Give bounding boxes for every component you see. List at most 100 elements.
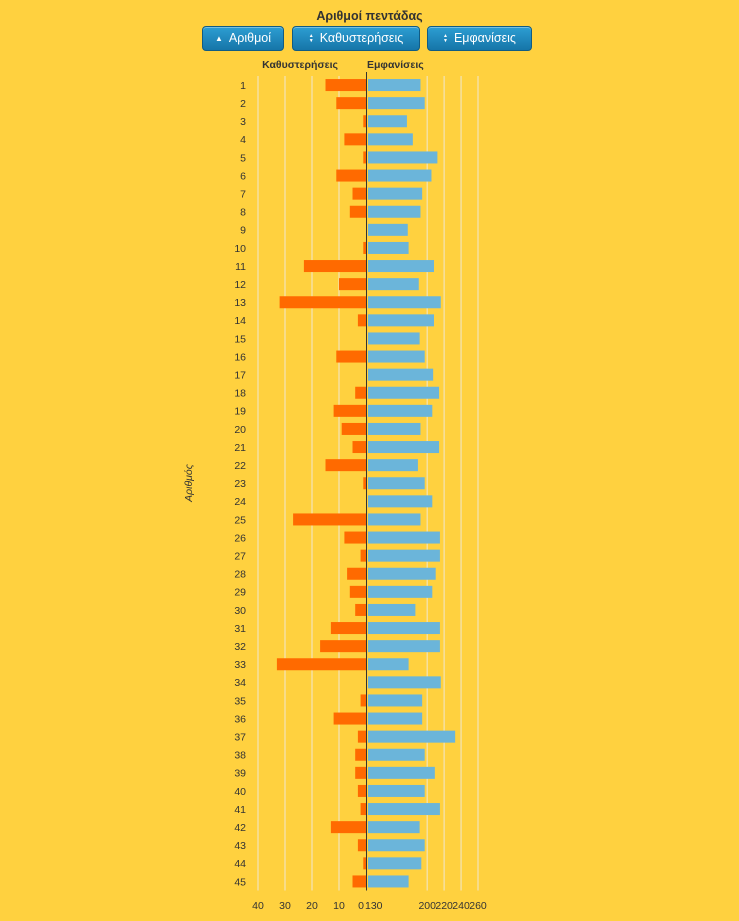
category-label: 29 bbox=[234, 587, 246, 599]
appearance-bar bbox=[368, 133, 413, 146]
delay-bar bbox=[279, 296, 366, 309]
category-label: 41 bbox=[234, 804, 246, 816]
appearance-bar bbox=[368, 386, 440, 399]
appearance-bar bbox=[368, 603, 416, 616]
delay-bar bbox=[355, 603, 366, 616]
sort-updown-icon: ▲ ▼ bbox=[308, 32, 314, 44]
appearance-bar bbox=[368, 187, 423, 200]
appearance-bar bbox=[368, 368, 434, 381]
x-tick-label: 20 bbox=[306, 900, 318, 912]
delay-bar bbox=[336, 97, 366, 110]
category-label: 21 bbox=[234, 442, 246, 454]
sort-delays-button[interactable]: ▲ ▼ Καθυστερήσεις bbox=[292, 26, 420, 51]
appearance-bar bbox=[368, 332, 420, 345]
delay-bar bbox=[344, 133, 366, 146]
appearance-bar bbox=[368, 748, 425, 761]
delay-bar bbox=[336, 350, 366, 363]
appearance-bar bbox=[368, 260, 434, 273]
category-label: 14 bbox=[234, 315, 246, 327]
appearance-bar bbox=[368, 459, 418, 472]
delay-bar bbox=[349, 205, 366, 218]
sort-numbers-button[interactable]: ▲ Αριθμοί bbox=[202, 26, 284, 51]
delay-bar bbox=[339, 278, 366, 291]
delay-bar bbox=[352, 441, 366, 454]
category-label: 31 bbox=[234, 623, 246, 635]
x-tick-label: 130 bbox=[365, 900, 383, 912]
delays-header: Καθυστερήσεις bbox=[262, 59, 338, 71]
delay-bar bbox=[355, 766, 366, 779]
delay-bar bbox=[360, 694, 366, 707]
appearance-bar bbox=[368, 640, 440, 653]
appearance-bar bbox=[368, 531, 440, 544]
category-label: 32 bbox=[234, 641, 246, 653]
delay-bar bbox=[347, 567, 366, 580]
category-label: 18 bbox=[234, 388, 246, 400]
category-label: 1 bbox=[240, 80, 246, 92]
category-label: 7 bbox=[240, 188, 246, 200]
category-label: 38 bbox=[234, 750, 246, 762]
category-label: 35 bbox=[234, 695, 246, 707]
delay-bar bbox=[352, 875, 366, 888]
category-label: 39 bbox=[234, 768, 246, 780]
appearance-bar bbox=[368, 115, 407, 128]
category-label: 11 bbox=[235, 261, 246, 273]
appearance-bar bbox=[368, 441, 440, 454]
category-label: 44 bbox=[234, 858, 246, 870]
appearance-bar bbox=[368, 549, 440, 562]
appearance-bar bbox=[368, 676, 441, 689]
appearance-bar bbox=[368, 404, 433, 417]
appearance-bar bbox=[368, 241, 409, 254]
appearance-bar bbox=[368, 314, 434, 327]
category-label: 10 bbox=[234, 243, 246, 255]
delay-bar bbox=[363, 151, 366, 164]
delay-bar bbox=[325, 459, 366, 472]
appearance-bar bbox=[368, 169, 432, 182]
category-label: 43 bbox=[234, 840, 246, 852]
appearance-bar bbox=[368, 495, 433, 508]
delay-bar bbox=[276, 658, 366, 671]
delay-bar bbox=[333, 712, 366, 725]
delay-bar bbox=[363, 241, 366, 254]
category-label: 23 bbox=[234, 478, 246, 490]
appearances-header: Εμφανίσεις bbox=[367, 59, 424, 71]
appearance-bar bbox=[368, 803, 440, 816]
category-label: 40 bbox=[234, 786, 246, 798]
category-label: 12 bbox=[234, 279, 246, 291]
delay-bar bbox=[355, 748, 366, 761]
delay-bar bbox=[320, 640, 366, 653]
appearance-bar bbox=[368, 205, 421, 218]
chart-title: Αριθμοί πεντάδας bbox=[316, 9, 423, 23]
category-label: 24 bbox=[234, 496, 246, 508]
delay-bar bbox=[352, 187, 366, 200]
appearance-bar bbox=[368, 97, 425, 110]
appearance-bar bbox=[368, 875, 409, 888]
x-tick-label: 220 bbox=[435, 900, 453, 912]
category-label: 6 bbox=[240, 170, 246, 182]
sort-appearances-button[interactable]: ▲ ▼ Εμφανίσεις bbox=[427, 26, 532, 51]
appearance-bar bbox=[368, 477, 425, 490]
delay-bar bbox=[357, 730, 366, 743]
delay-bar bbox=[360, 803, 366, 816]
category-label: 15 bbox=[234, 333, 246, 345]
delay-bar bbox=[363, 477, 366, 490]
category-label: 36 bbox=[234, 713, 246, 725]
delay-bar bbox=[330, 622, 366, 635]
appearance-bar bbox=[368, 79, 421, 92]
category-label: 16 bbox=[234, 351, 246, 363]
delay-bar bbox=[336, 169, 366, 182]
x-tick-label: 10 bbox=[333, 900, 345, 912]
appearance-bar bbox=[368, 223, 408, 236]
appearance-bar bbox=[368, 857, 422, 870]
category-label: 26 bbox=[234, 532, 246, 544]
category-label: 27 bbox=[234, 550, 246, 562]
category-label: 9 bbox=[240, 225, 246, 237]
category-label: 19 bbox=[234, 406, 246, 418]
category-label: 3 bbox=[240, 116, 246, 128]
delay-bar bbox=[357, 784, 366, 797]
delay-bar bbox=[330, 821, 366, 834]
delay-bar bbox=[325, 79, 366, 92]
appearance-bar bbox=[368, 839, 425, 852]
category-label: 4 bbox=[240, 134, 246, 146]
appearance-bar bbox=[368, 658, 409, 671]
